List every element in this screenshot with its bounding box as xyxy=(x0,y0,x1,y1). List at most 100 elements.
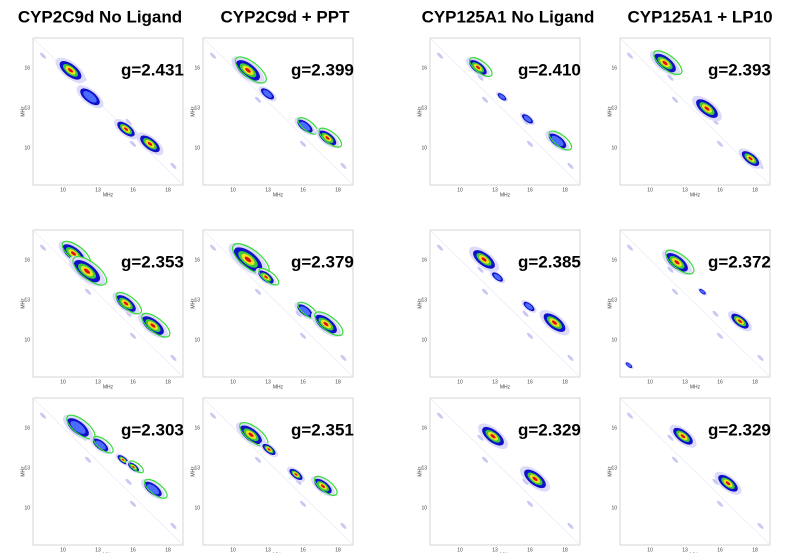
y-axis-label: MHz xyxy=(20,466,26,477)
x-tick-label: 16 xyxy=(130,379,136,385)
noise xyxy=(522,478,529,485)
diagonal xyxy=(429,229,581,378)
x-tick-label: 10 xyxy=(230,187,236,193)
peak-core xyxy=(490,434,496,439)
y-tick-label: 16 xyxy=(24,65,30,71)
x-tick-label: 10 xyxy=(457,547,463,553)
peak-core xyxy=(150,323,156,328)
diagonal xyxy=(619,397,771,546)
contour-outline xyxy=(318,127,343,148)
peak-core xyxy=(320,484,326,488)
x-tick-label: 13 xyxy=(492,379,498,385)
y-axis-label: MHz xyxy=(607,106,613,117)
column-title: CYP2C9d + PPT xyxy=(221,7,351,26)
diagonal xyxy=(202,229,354,378)
noise xyxy=(481,456,489,463)
panel: 10 13 16 18 16 13 10 MHz MHz g=2.431 xyxy=(20,37,184,198)
y-axis-label: MHz xyxy=(607,466,613,477)
noise xyxy=(340,522,347,529)
contour-outline xyxy=(141,312,171,338)
peak-core xyxy=(83,268,91,274)
g-value: g=2.379 xyxy=(291,252,354,271)
peak-mid xyxy=(493,273,502,281)
peak-core xyxy=(323,321,329,327)
g-value: g=2.399 xyxy=(291,60,354,79)
peak-core xyxy=(704,106,710,111)
y-axis-label: MHz xyxy=(417,298,423,309)
y-tick-label: 16 xyxy=(611,425,617,431)
y-tick-label: 16 xyxy=(421,257,427,263)
x-tick-label: 18 xyxy=(165,187,171,193)
y-tick-label: 10 xyxy=(24,505,30,511)
noise xyxy=(477,434,484,441)
noise xyxy=(477,266,484,273)
x-tick-label: 13 xyxy=(265,187,271,193)
peak-mid xyxy=(83,91,97,103)
y-axis-label: MHz xyxy=(190,298,196,309)
peak-core xyxy=(475,65,481,70)
contour-outline xyxy=(258,267,280,286)
diagonal xyxy=(429,397,581,546)
y-tick-label: 13 xyxy=(24,297,30,303)
diagonal xyxy=(202,37,354,186)
x-tick-label: 10 xyxy=(647,379,653,385)
x-tick-label: 18 xyxy=(562,187,568,193)
peak-core xyxy=(737,319,743,323)
peak-mid xyxy=(523,115,532,123)
y-tick-label: 13 xyxy=(611,297,617,303)
noise xyxy=(295,310,302,317)
noise xyxy=(129,332,137,339)
y-tick-label: 10 xyxy=(24,145,30,151)
x-tick-label: 13 xyxy=(265,379,271,385)
contour-outline xyxy=(128,460,144,474)
peak-mid xyxy=(70,421,86,434)
x-tick-label: 16 xyxy=(527,379,533,385)
x-axis-label: MHz xyxy=(500,384,511,390)
noise xyxy=(716,140,724,147)
noise xyxy=(526,500,534,507)
g-value: g=2.329 xyxy=(708,420,771,439)
x-tick-label: 16 xyxy=(527,187,533,193)
x-axis-label: MHz xyxy=(500,192,511,198)
diagonal xyxy=(619,229,771,378)
g-value: g=2.303 xyxy=(121,420,184,439)
noise xyxy=(567,162,574,169)
x-tick-label: 10 xyxy=(457,187,463,193)
peak-core xyxy=(674,260,680,265)
contour-outline xyxy=(314,311,344,337)
noise xyxy=(39,244,47,251)
peak-core xyxy=(123,127,129,131)
peak-core xyxy=(267,448,271,451)
peak-mid xyxy=(525,303,533,310)
peak-core xyxy=(147,141,153,146)
noise xyxy=(84,456,92,463)
peak-mid xyxy=(700,289,705,294)
x-tick-label: 10 xyxy=(457,379,463,385)
peak-mid xyxy=(146,484,160,495)
x-tick-label: 10 xyxy=(230,547,236,553)
y-tick-label: 10 xyxy=(24,337,30,343)
y-tick-label: 10 xyxy=(611,337,617,343)
noise xyxy=(209,244,217,251)
g-value: g=2.353 xyxy=(121,252,184,271)
g-value: g=2.351 xyxy=(291,420,354,439)
noise xyxy=(340,354,347,361)
noise xyxy=(340,162,347,169)
g-value: g=2.431 xyxy=(121,60,184,79)
y-axis-label: MHz xyxy=(20,298,26,309)
x-tick-label: 13 xyxy=(682,379,688,385)
noise xyxy=(667,266,674,273)
x-tick-label: 13 xyxy=(95,547,101,553)
y-tick-label: 16 xyxy=(24,425,30,431)
noise xyxy=(209,52,217,59)
column-title: CYP125A1 No Ligand xyxy=(422,7,595,26)
peak-core xyxy=(725,481,731,486)
y-tick-label: 10 xyxy=(194,337,200,343)
y-tick-label: 10 xyxy=(421,145,427,151)
contour-outline xyxy=(468,56,493,78)
noise xyxy=(436,52,444,59)
noise xyxy=(170,162,177,169)
y-axis-label: MHz xyxy=(20,106,26,117)
noise xyxy=(481,96,489,103)
